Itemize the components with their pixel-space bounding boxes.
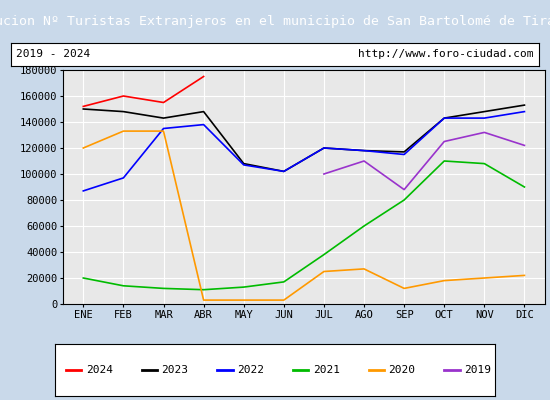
Text: 2024: 2024	[86, 365, 113, 375]
Text: 2019: 2019	[464, 365, 491, 375]
Text: Evolucion Nº Turistas Extranjeros en el municipio de San Bartolomé de Tirajana: Evolucion Nº Turistas Extranjeros en el …	[0, 14, 550, 28]
Text: 2023: 2023	[162, 365, 189, 375]
Text: http://www.foro-ciudad.com: http://www.foro-ciudad.com	[358, 49, 534, 59]
Text: 2022: 2022	[237, 365, 264, 375]
Text: 2019 - 2024: 2019 - 2024	[16, 49, 91, 59]
Text: 2021: 2021	[313, 365, 340, 375]
Text: 2020: 2020	[388, 365, 415, 375]
